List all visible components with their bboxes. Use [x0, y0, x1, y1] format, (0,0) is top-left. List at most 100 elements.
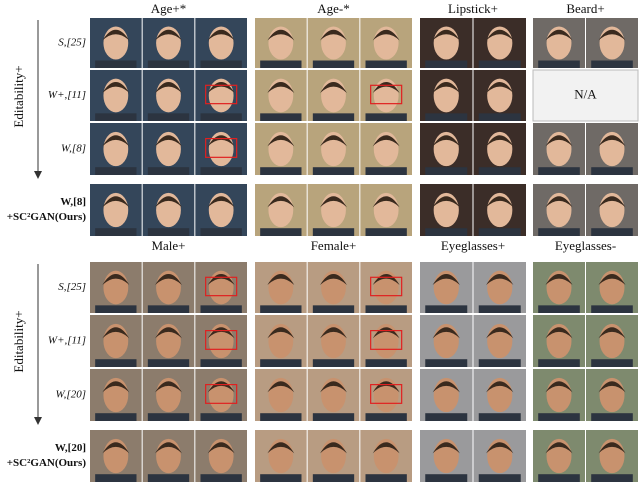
hair	[320, 135, 347, 147]
column-header: Age+*	[151, 1, 187, 16]
shoulders	[478, 305, 521, 313]
highlight-box	[205, 276, 238, 297]
shoulders	[425, 60, 468, 68]
hair	[102, 273, 130, 285]
row-label: S,[25]	[58, 281, 86, 293]
column-header: Eyeglasses-	[555, 238, 616, 253]
shoulders	[538, 359, 580, 367]
hair	[598, 381, 626, 393]
hair	[155, 442, 182, 454]
hair	[207, 29, 235, 41]
hair	[598, 327, 626, 339]
shoulders	[365, 228, 407, 236]
shoulders	[365, 474, 407, 482]
shoulders	[147, 60, 190, 68]
shoulders	[425, 228, 468, 236]
column-header: Age-*	[317, 1, 350, 16]
shoulders	[312, 167, 355, 175]
hair	[486, 273, 514, 285]
hair	[155, 381, 182, 393]
row-label: +SC²GAN(Ours)	[7, 457, 87, 469]
shoulders	[591, 60, 633, 68]
hair	[320, 327, 347, 339]
shoulders	[425, 167, 468, 175]
shoulders	[147, 305, 190, 313]
hair	[267, 196, 295, 208]
shoulders	[312, 305, 355, 313]
shoulders	[538, 474, 580, 482]
hair	[267, 381, 295, 393]
shoulders	[200, 474, 242, 482]
shoulders	[147, 228, 190, 236]
hair	[432, 29, 460, 41]
shoulders	[591, 413, 633, 421]
shoulders	[538, 228, 580, 236]
shoulders	[260, 474, 302, 482]
shoulders	[365, 305, 407, 313]
shoulders	[95, 228, 137, 236]
hair	[267, 273, 295, 285]
hair	[102, 327, 130, 339]
hair	[372, 135, 400, 147]
hair	[432, 442, 460, 454]
hair	[102, 135, 130, 147]
hair	[320, 81, 347, 93]
shoulders	[591, 305, 633, 313]
hair	[267, 135, 295, 147]
hair	[320, 381, 347, 393]
hair	[320, 273, 347, 285]
shoulders	[260, 113, 302, 121]
shoulders	[478, 60, 521, 68]
shoulders	[365, 113, 407, 121]
row-label: W+,[11]	[48, 335, 86, 347]
shoulders	[147, 113, 190, 121]
shoulders	[147, 167, 190, 175]
shoulders	[260, 60, 302, 68]
shoulders	[425, 413, 468, 421]
hair	[486, 81, 514, 93]
shoulders	[312, 60, 355, 68]
hair	[432, 135, 460, 147]
shoulders	[312, 113, 355, 121]
shoulders	[200, 413, 242, 421]
shoulders	[365, 60, 407, 68]
shoulders	[200, 113, 242, 121]
shoulders	[425, 305, 468, 313]
hair	[155, 327, 182, 339]
hair	[545, 196, 573, 208]
shoulders	[312, 474, 355, 482]
shoulders	[478, 228, 521, 236]
hair	[102, 442, 130, 454]
shoulders	[312, 228, 355, 236]
shoulders	[538, 167, 580, 175]
shoulders	[365, 413, 407, 421]
hair	[102, 29, 130, 41]
hair	[598, 442, 626, 454]
hair	[545, 327, 573, 339]
shoulders	[478, 167, 521, 175]
shoulders	[425, 474, 468, 482]
hair	[432, 381, 460, 393]
hair	[486, 29, 514, 41]
shoulders	[365, 167, 407, 175]
axis-label: Editability+	[11, 65, 26, 127]
hair	[155, 273, 182, 285]
hair	[267, 29, 295, 41]
row-label: +SC²GAN(Ours)	[7, 211, 87, 223]
highlight-box	[205, 384, 238, 404]
column-header: Beard+	[566, 1, 604, 16]
highlight-box	[205, 84, 238, 105]
hair	[545, 381, 573, 393]
highlight-box	[370, 276, 403, 297]
hair	[102, 196, 130, 208]
highlight-box	[205, 330, 238, 350]
shoulders	[260, 167, 302, 175]
hair	[102, 81, 130, 93]
hair	[598, 135, 626, 147]
shoulders	[200, 228, 242, 236]
hair	[155, 196, 182, 208]
column-header: Female+	[311, 238, 357, 253]
shoulders	[591, 359, 633, 367]
hair	[320, 29, 347, 41]
